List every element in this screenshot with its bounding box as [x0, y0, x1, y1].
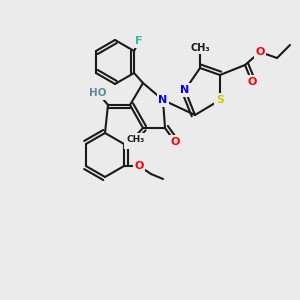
Text: O: O	[170, 137, 180, 147]
Text: S: S	[216, 95, 224, 105]
Text: N: N	[180, 85, 190, 95]
Text: O: O	[255, 47, 265, 57]
Text: O: O	[134, 161, 144, 171]
Text: HO: HO	[89, 88, 107, 98]
Text: N: N	[158, 95, 168, 105]
Text: O: O	[125, 137, 135, 147]
Text: O: O	[247, 77, 257, 87]
Text: CH₃: CH₃	[127, 134, 145, 143]
Text: CH₃: CH₃	[190, 43, 210, 53]
Text: F: F	[135, 36, 143, 46]
